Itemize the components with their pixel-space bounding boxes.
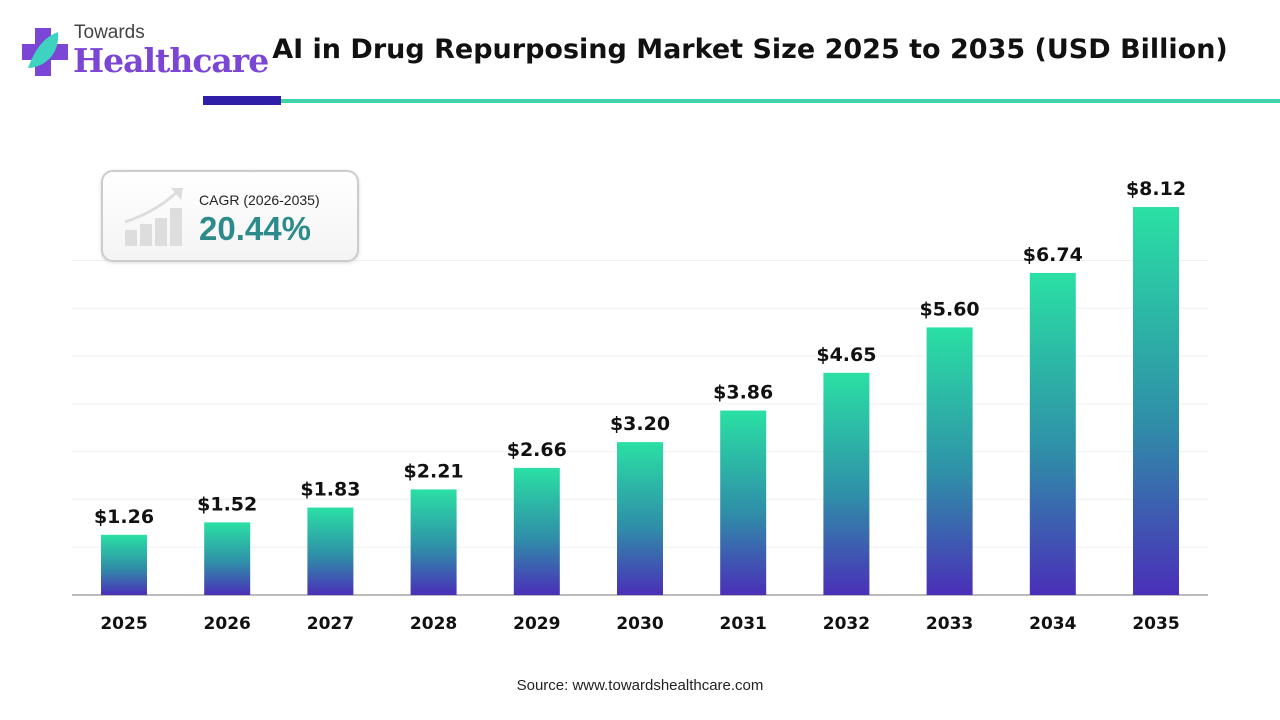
title-rule [281, 99, 1280, 103]
x-tick-label: 2033 [926, 614, 973, 634]
x-tick-label: 2030 [616, 614, 663, 634]
data-label: $1.52 [197, 493, 257, 515]
bar-2031 [720, 410, 767, 595]
x-tick-label: 2034 [1029, 614, 1076, 634]
data-label: $3.86 [713, 382, 773, 404]
chart-title: AI in Drug Repurposing Market Size 2025 … [272, 34, 1228, 65]
data-label: $8.12 [1126, 178, 1186, 200]
bar-2035 [1133, 207, 1179, 595]
data-label: $1.26 [94, 506, 154, 528]
logo-text-towards: Towards [74, 22, 145, 43]
bar-2029 [513, 467, 560, 595]
cagr-label: CAGR (2026-2035) [199, 192, 320, 208]
x-tick-label: 2035 [1132, 614, 1179, 634]
source-note: Source: www.towardshealthcare.com [516, 677, 764, 694]
bar-2034 [1029, 272, 1076, 595]
x-tick-label: 2026 [204, 614, 251, 634]
data-label: $1.83 [300, 479, 360, 501]
bar-2026 [204, 522, 251, 595]
x-tick-label: 2031 [720, 614, 767, 634]
bar-2028 [410, 489, 457, 595]
bar-2027 [307, 507, 354, 595]
medical-cross-leaf-icon [22, 28, 68, 76]
x-tick-label: 2028 [410, 614, 457, 634]
bar-2033 [926, 327, 973, 595]
data-label: $3.20 [610, 413, 670, 435]
x-tick-label: 2027 [307, 614, 354, 634]
logo: Towards Healthcare [20, 22, 269, 82]
bar-2025 [101, 534, 147, 595]
bar-2030 [617, 442, 663, 595]
cagr-value: 20.44% [199, 210, 311, 247]
data-label: $2.66 [507, 439, 567, 461]
x-tick-label: 2029 [513, 614, 560, 634]
logo-text-healthcare: Healthcare [73, 41, 269, 80]
data-label: $6.74 [1023, 244, 1083, 266]
title-rule-accent [203, 96, 281, 105]
bar-2032 [823, 372, 870, 595]
data-label: $2.21 [404, 460, 464, 482]
x-tick-label: 2025 [100, 614, 147, 634]
data-label: $4.65 [816, 344, 876, 366]
growth-chart-icon [124, 188, 183, 246]
cagr-box: CAGR (2026-2035) 20.44% [101, 170, 359, 262]
data-label: $5.60 [920, 298, 980, 320]
x-tick-label: 2032 [823, 614, 870, 634]
